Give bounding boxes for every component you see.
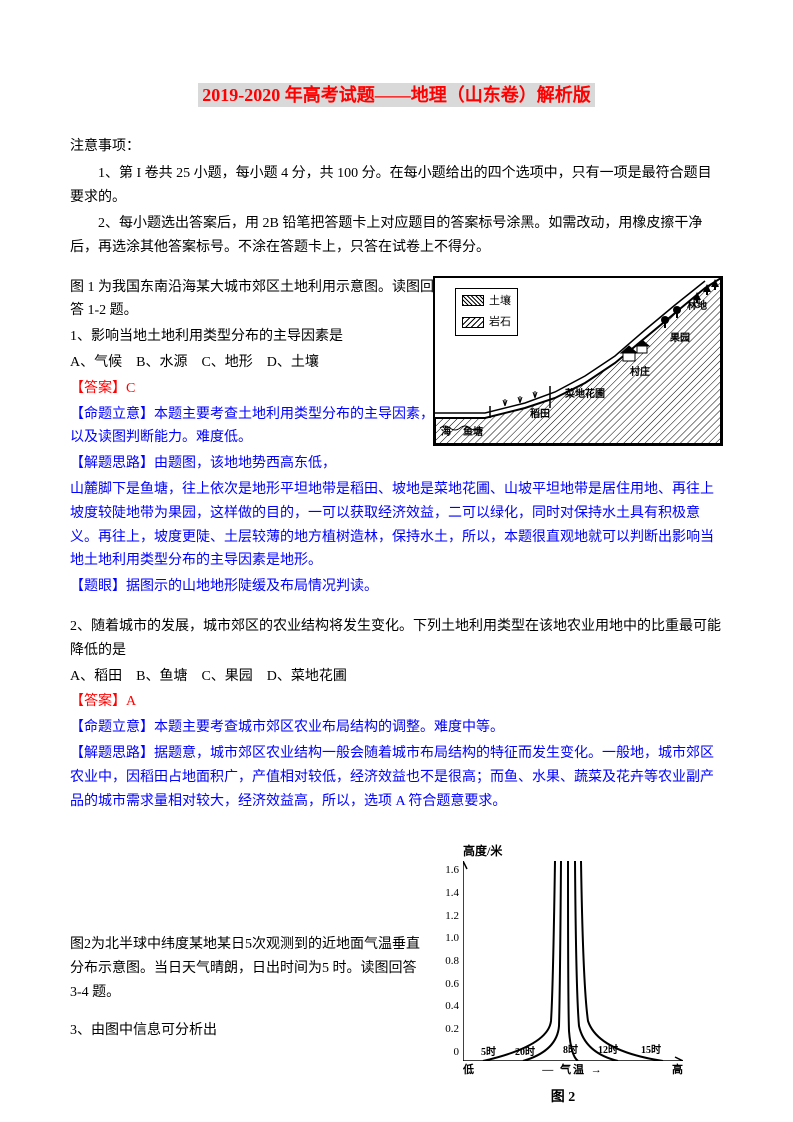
ytick-3: 1.0 bbox=[435, 929, 459, 948]
ytick-4: 0.8 bbox=[435, 952, 459, 971]
curve-label-4: 15时 bbox=[641, 1043, 661, 1056]
figure-2-caption: 图 2 bbox=[433, 1086, 693, 1110]
label-sea: 海 bbox=[441, 424, 451, 441]
q1-intent: 【命题立意】本题主要考查土地利用类型分布的主导因素，以及读图判断能力。难度低。 bbox=[70, 403, 440, 451]
ytick-0: 1.6 bbox=[435, 861, 459, 880]
q2-stem: 2、随着城市的发展，城市郊区的农业结构将发生变化。下列土地利用类型在该地农业用地… bbox=[70, 615, 723, 663]
y-axis-label: 高度/米 bbox=[463, 841, 502, 861]
q2-intent: 【命题立意】本题主要考查城市郊区农业布局结构的调整。难度中等。 bbox=[70, 716, 723, 740]
q1-options: A、气候 B、水源 C、地形 D、土壤 bbox=[70, 351, 440, 375]
rock-swatch bbox=[462, 317, 484, 328]
ytick-6: 0.4 bbox=[435, 997, 459, 1016]
q2-思路-text: 据题意，城市郊区农业结构一般会随着城市布局结构的特征而发生变化。一般地，城市郊区… bbox=[70, 746, 714, 809]
ytick-8: 0 bbox=[435, 1043, 459, 1062]
q3-block: 图2为北半球中纬度某地某日5次观测到的近地面气温垂直分布示意图。当日天气晴朗，日… bbox=[70, 843, 723, 1103]
figure-1-terrain: 土壤 岩石 海 鱼塘 稻田 菜地花圃 村庄 果园 林地 bbox=[433, 276, 723, 446]
label-field: 稻田 bbox=[530, 406, 550, 423]
q1-思路-l1: 由题图，该地地势西高东低， bbox=[154, 456, 336, 471]
x-low: 低 bbox=[463, 1061, 474, 1080]
chart-area: 1.6 1.4 1.2 1.0 0.8 0.6 0.4 0.2 0 bbox=[463, 861, 683, 1061]
q2-intent-text: 本题主要考查城市郊区农业布局结构的调整。难度中等。 bbox=[154, 720, 504, 735]
ytick-2: 1.2 bbox=[435, 907, 459, 926]
x-high: 高 bbox=[672, 1061, 683, 1080]
curve-label-1: 20时 bbox=[515, 1045, 535, 1058]
legend-soil: 土壤 bbox=[462, 292, 511, 311]
q1-tip: 【题眼】据图示的山地地形陡缓及布局情况判读。 bbox=[70, 575, 723, 599]
q1-intent-label: 【命题立意】 bbox=[70, 407, 154, 422]
q2-思路: 【解题思路】据题意，城市郊区农业结构一般会随着城市布局结构的特征而发生变化。一般… bbox=[70, 742, 723, 813]
q1-tip-label: 【题眼】 bbox=[70, 579, 126, 594]
q1-block: 图 1 为我国东南沿海某大城市郊区土地利用示意图。读图回答 1-2 题。 1、影… bbox=[70, 276, 723, 476]
q2-options: A、稻田 B、鱼塘 C、果园 D、菜地花圃 bbox=[70, 665, 723, 689]
notice-item-2: 2、每小题选出答案后，用 2B 铅笔把答题卡上对应题目的答案标号涂黑。如需改动，… bbox=[70, 212, 723, 260]
q1-思路-label: 【解题思路】 bbox=[70, 456, 154, 471]
figure-1-legend: 土壤 岩石 bbox=[455, 288, 518, 336]
label-village: 村庄 bbox=[630, 364, 650, 381]
q2-思路-label: 【解题思路】 bbox=[70, 746, 154, 761]
ytick-1: 1.4 bbox=[435, 884, 459, 903]
page-title: 2019-2020 年高考试题——地理（山东卷）解析版 bbox=[70, 80, 723, 111]
x-axis-labels: 低 — 气温 → 高 bbox=[463, 1061, 683, 1080]
q2-intent-label: 【命题立意】 bbox=[70, 720, 154, 735]
curve-label-2: 8时 bbox=[563, 1043, 578, 1056]
q1-tip-text: 据图示的山地地形陡缓及布局情况判读。 bbox=[126, 579, 378, 594]
q3-stem: 3、由图中信息可分析出 bbox=[70, 1019, 430, 1043]
soil-swatch bbox=[462, 295, 484, 306]
label-orchard: 果园 bbox=[670, 330, 690, 347]
curve-label-3: 12时 bbox=[598, 1043, 618, 1056]
legend-rock-label: 岩石 bbox=[489, 313, 511, 332]
label-veg: 菜地花圃 bbox=[565, 386, 605, 403]
notice-item-1: 1、第 I 卷共 25 小题，每小题 4 分，共 100 分。在每小题给出的四个… bbox=[70, 162, 723, 210]
y-ticks: 1.6 1.4 1.2 1.0 0.8 0.6 0.4 0.2 0 bbox=[435, 861, 459, 1061]
notice-header: 注意事项： bbox=[70, 135, 723, 159]
q1-思路-text: 山麓脚下是鱼塘，往上依次是地形平坦地带是稻田、坡地是菜地花圃、山坡平坦地带是居住… bbox=[70, 478, 723, 573]
curve-label-0: 5时 bbox=[481, 1045, 496, 1058]
chart-svg: 5时 20时 8时 12时 15时 bbox=[463, 861, 683, 1061]
label-forest: 林地 bbox=[687, 298, 707, 315]
legend-rock: 岩石 bbox=[462, 313, 511, 332]
ytick-5: 0.6 bbox=[435, 975, 459, 994]
q2-answer: 【答案】A bbox=[70, 690, 723, 714]
legend-soil-label: 土壤 bbox=[489, 292, 511, 311]
q1-intro: 图 1 为我国东南沿海某大城市郊区土地利用示意图。读图回答 1-2 题。 bbox=[70, 276, 440, 324]
figure-2-chart: 高度/米 1.6 1.4 1.2 1.0 0.8 0.6 0.4 0.2 0 bbox=[433, 843, 693, 1103]
q1-answer: 【答案】C bbox=[70, 377, 440, 401]
ytick-7: 0.2 bbox=[435, 1020, 459, 1039]
label-pond: 鱼塘 bbox=[463, 424, 483, 441]
title-text: 2019-2020 年高考试题——地理（山东卷）解析版 bbox=[198, 83, 595, 107]
q1-思路-line1: 【解题思路】由题图，该地地势西高东低， bbox=[70, 452, 440, 476]
q1-stem: 1、影响当地土地利用类型分布的主导因素是 bbox=[70, 325, 440, 349]
x-mid: 气温 bbox=[560, 1064, 586, 1076]
q3-intro: 图2为北半球中纬度某地某日5次观测到的近地面气温垂直分布示意图。当日天气晴朗，日… bbox=[70, 933, 430, 1004]
